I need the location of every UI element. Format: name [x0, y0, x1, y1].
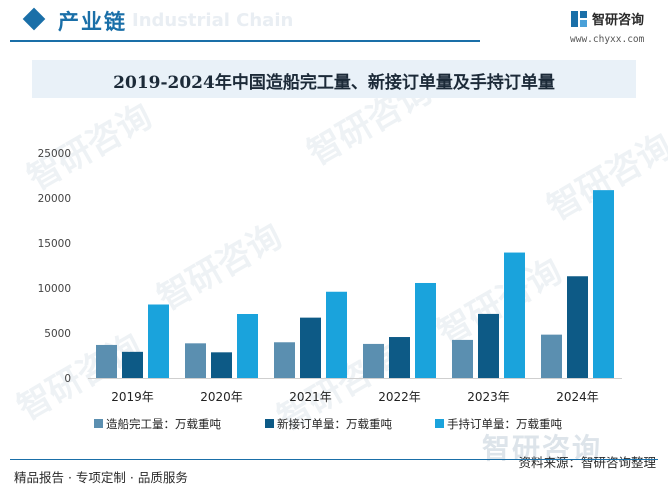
- bar-series-2: [300, 317, 321, 378]
- x-tick-label: 2020年: [200, 390, 243, 404]
- source-note: 资料来源：智研咨询整理: [518, 455, 656, 470]
- legend-label: 新接订单量：万载重吨: [277, 417, 392, 431]
- bar-series-1: [185, 343, 206, 378]
- x-tick-label: 2022年: [378, 390, 421, 404]
- section-title: 产业链: [58, 10, 127, 34]
- chart-title: 2019-2024年中国造船完工量、新接订单量及手持订单量: [113, 73, 555, 93]
- brand-logo-icon: [571, 11, 587, 27]
- bar-series-1: [541, 334, 562, 378]
- bar-series-2: [211, 352, 232, 378]
- legend-swatch: [265, 419, 274, 428]
- bar-series-3: [148, 304, 169, 378]
- bar-series-1: [452, 339, 473, 378]
- bar-chart: 0 5000 10000 15000 20000 25000 2019年 2020年 2021年…: [38, 148, 622, 431]
- legend-swatch: [94, 419, 103, 428]
- chart-title-band: 2019-2024年中国造船完工量、新接订单量及手持订单量: [32, 60, 636, 98]
- y-tick-label: 5000: [44, 328, 71, 340]
- x-tick-label: 2021年: [289, 390, 332, 404]
- legend-label: 造船完工量：万载重吨: [106, 417, 221, 431]
- y-tick-label: 25000: [38, 148, 71, 160]
- legend-label: 手持订单量：万载重吨: [447, 417, 562, 431]
- section-subtitle-ghost: Industrial Chain: [132, 10, 294, 31]
- bar-series-3: [504, 252, 525, 378]
- x-tick-label: 2019年: [111, 390, 154, 404]
- bar-series-2: [122, 351, 143, 378]
- bar-series-3: [593, 190, 614, 378]
- brand-block[interactable]: 智研咨询 www.chyxx.com: [570, 8, 658, 45]
- footer-divider: [10, 459, 658, 460]
- bar-series-2: [567, 276, 588, 378]
- y-tick-label: 0: [64, 373, 71, 385]
- bar-series-3: [237, 314, 258, 378]
- bar-series-1: [96, 344, 117, 378]
- bar-series-3: [415, 282, 436, 378]
- x-tick-label: 2024年: [556, 390, 599, 404]
- y-tick-label: 10000: [38, 283, 71, 295]
- header-divider: [10, 40, 480, 42]
- page-header: Industrial Chain 产业链 智研咨询 www.chyxx.com: [0, 0, 668, 48]
- bar-series-1: [274, 342, 295, 378]
- bar-series-2: [389, 337, 410, 378]
- legend-swatch: [435, 419, 444, 428]
- brand-name: 智研咨询: [592, 13, 645, 28]
- bar-series-2: [478, 313, 499, 378]
- y-tick-label: 20000: [38, 193, 71, 205]
- x-tick-label: 2023年: [467, 390, 510, 404]
- bar-series-1: [363, 343, 384, 378]
- y-tick-label: 15000: [38, 238, 71, 250]
- footer-slogan: 精品报告 · 专项定制 · 品质服务: [14, 470, 188, 485]
- brand-url[interactable]: www.chyxx.com: [570, 34, 645, 45]
- bar-series-3: [326, 291, 347, 378]
